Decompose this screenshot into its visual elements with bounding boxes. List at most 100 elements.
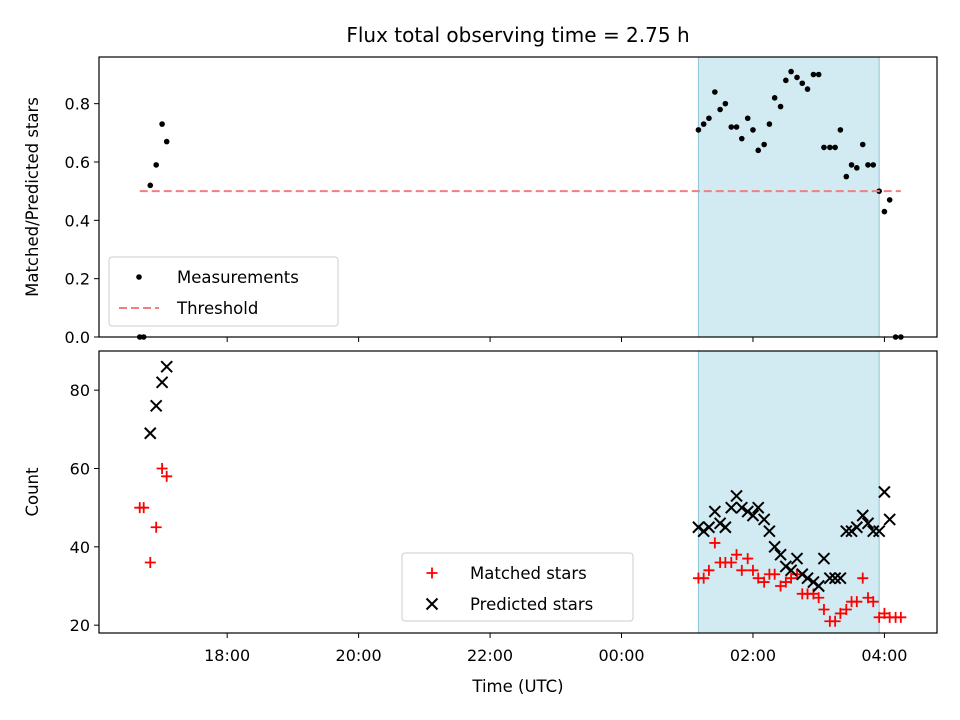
legend: Measurements Threshold [108, 256, 339, 327]
measurement-point [712, 89, 718, 95]
legend-box [401, 552, 634, 622]
predicted-stars-point [708, 505, 722, 518]
measurement-point [163, 138, 170, 145]
legend-entry-label: Matched stars [470, 564, 587, 583]
predicted-stars-point [702, 521, 716, 534]
y-tick-label: 0.2 [65, 270, 90, 289]
predicted-stars-point [867, 524, 880, 538]
predicted-stars-point [861, 517, 875, 530]
measurement-point [153, 162, 159, 168]
predicted-stars-point [725, 501, 738, 514]
top-plot-area: 0.0 0.2 0.4 0.6 0.8 Matched/Predicted stars Me… [23, 56, 938, 347]
predicted-stars-point [850, 521, 864, 534]
predicted-stars-point [774, 548, 787, 561]
matched-stars-point [791, 568, 803, 580]
measurement-point [859, 141, 866, 148]
predicted-stars-point [790, 552, 804, 565]
measurement-point [706, 115, 712, 122]
matched-stars-point [150, 521, 162, 533]
x-tick-label: 02:00 [730, 646, 776, 665]
measurement-point [744, 115, 751, 122]
x-tick-label: 20:00 [336, 646, 382, 665]
measurement-point [865, 162, 871, 168]
measurement-point [810, 71, 817, 78]
y-axis-label: Count [23, 467, 42, 517]
predicted-stars-point [735, 501, 749, 514]
matched-stars-point [736, 564, 748, 576]
measurement-point [794, 74, 800, 81]
x-tick-label: 04:00 [861, 646, 907, 665]
measurement-point [815, 71, 822, 78]
measurement-point [761, 141, 767, 148]
predicted-stars-point [149, 399, 163, 413]
matched-stars-point [709, 537, 721, 549]
predicted-stars-point [160, 360, 173, 373]
matched-stars-point [813, 592, 825, 604]
x-tick-label: 22:00 [467, 646, 513, 665]
legend: Matched stars Predicted stars [401, 552, 634, 622]
y-tick-label: 0.6 [65, 153, 90, 172]
measurement-point [821, 144, 827, 151]
observing-window-span [697, 56, 880, 338]
matched-stars-point [731, 549, 743, 561]
y-tick-label: 0.0 [65, 328, 90, 347]
matched-stars-point [156, 463, 168, 474]
predicted-stars-point [757, 513, 771, 526]
matched-stars-point [703, 564, 715, 576]
predicted-stars-point [812, 579, 825, 593]
matched-stars-point [725, 557, 737, 568]
matched-stars-point [752, 572, 764, 584]
predicted-stars-point [872, 524, 886, 538]
matched-stars-point [758, 576, 770, 588]
measurement-point [848, 162, 855, 168]
predicted-stars-point [719, 521, 732, 534]
measurement-point [750, 127, 756, 133]
matched-stars-point [834, 607, 846, 619]
matched-stars-point [698, 572, 710, 584]
measurement-point [799, 80, 806, 87]
measurement-point [843, 173, 850, 180]
predicted-stars-point [746, 509, 760, 522]
measurement-point [804, 86, 811, 92]
predicted-stars-point [878, 485, 891, 499]
y-tick-label: 0.4 [65, 211, 90, 230]
measurement-point [700, 121, 707, 127]
measurement-point [788, 68, 794, 75]
observing-window-span [697, 350, 880, 634]
predicted-stars-point [768, 540, 781, 554]
predicted-stars-point [883, 513, 896, 526]
measurement-point [766, 121, 773, 127]
x-axis-label: Time (UTC) [471, 677, 563, 696]
measurement-point [159, 121, 165, 127]
legend-entry-label: Predicted stars [470, 595, 593, 614]
legend-entry-label: Measurements [177, 268, 299, 287]
legend-matched-swatch [426, 567, 438, 579]
matched-stars-point [818, 604, 830, 615]
measurement-point [777, 103, 784, 110]
chart-title: Flux total observing time = 2.75 h [346, 23, 689, 47]
measurement-point [695, 127, 702, 133]
predicted-stars-point [817, 552, 831, 565]
measurement-point [837, 127, 844, 133]
matched-stars-point [829, 615, 841, 627]
legend-predicted-swatch [425, 597, 439, 611]
measurement-point [733, 124, 740, 130]
matched-stars-point [785, 572, 797, 584]
predicted-stars-point [752, 501, 765, 514]
predicted-stars-point [763, 524, 776, 538]
measurement-point [722, 100, 729, 107]
measurement-point [827, 144, 833, 151]
y-tick-label: 20 [70, 616, 90, 635]
measurement-point [738, 135, 745, 142]
measurement-point [728, 124, 735, 130]
predicted-stars-point [856, 509, 869, 522]
axes-frame [98, 350, 938, 634]
measurement-point [755, 147, 762, 154]
matched-stars-point [840, 604, 852, 615]
y-tick-label: 0.8 [65, 95, 90, 114]
legend-box [108, 256, 339, 327]
matched-stars-point [144, 557, 156, 568]
matched-stars-point [895, 611, 907, 623]
matched-stars-point [857, 572, 869, 584]
